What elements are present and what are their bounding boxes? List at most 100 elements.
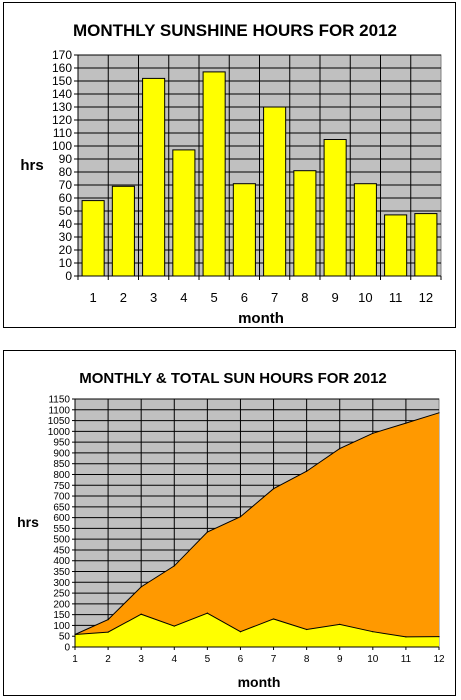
bar-month-11 [384, 214, 408, 277]
x-tick-label: 5 [211, 290, 218, 305]
y-tick-label: 0 [65, 269, 72, 283]
y-tick-label: 450 [53, 545, 70, 556]
x-tick-label: 1 [72, 654, 78, 665]
y-tick-label: 1050 [48, 416, 71, 427]
y-tick-label: 70 [59, 178, 73, 192]
bar-month-12 [414, 213, 438, 277]
bar-month-4 [172, 149, 196, 277]
y-tick-label: 500 [53, 535, 70, 546]
y-tick-label: 300 [53, 578, 70, 589]
x-tick-label: 12 [419, 290, 433, 305]
bar-month-7 [263, 106, 287, 277]
data-point-series-2 [107, 631, 109, 633]
total-sun-hours-chart-panel: MONTHLY & TOTAL SUN HOURS FOR 2012 0 50 100… [3, 350, 456, 696]
x-tick-label: 9 [337, 654, 343, 665]
x-tick-label: 8 [304, 654, 310, 665]
data-point-series-2 [405, 636, 407, 638]
data-point-series-1 [173, 565, 175, 567]
y-tick-label: 100 [52, 139, 72, 153]
y-tick-label: 150 [52, 74, 72, 88]
y-tick-label: 750 [53, 481, 70, 492]
x-tick-label: 1 [90, 290, 97, 305]
x-tick-label: 4 [171, 654, 177, 665]
y-tick-label: 1000 [48, 427, 71, 438]
data-point-series-2 [140, 613, 142, 615]
total-sun-hours-area-chart: MONTHLY & TOTAL SUN HOURS FOR 2012050100… [17, 370, 445, 690]
y-tick-label: 50 [59, 632, 71, 643]
x-tick-label: 6 [238, 654, 244, 665]
y-tick-label: 110 [53, 126, 72, 140]
y-tick-label: 250 [53, 589, 70, 600]
y-tick-label: 850 [53, 459, 70, 470]
data-point-series-2 [438, 636, 440, 638]
y-tick-label: 1150 [48, 395, 70, 406]
bar-month-6 [232, 183, 256, 277]
bar-month-5 [202, 71, 226, 277]
x-axis-label: month [238, 310, 284, 327]
y-tick-label: 100 [53, 621, 70, 632]
bar-month-10 [353, 183, 377, 277]
y-tick-label: 400 [53, 556, 70, 567]
y-tick-label: 40 [59, 217, 73, 231]
y-tick-label: 350 [53, 567, 70, 578]
x-tick-label: 12 [433, 654, 445, 665]
y-tick-label: 10 [59, 256, 73, 270]
x-tick-label: 2 [120, 290, 127, 305]
bar-month-3 [142, 77, 166, 277]
data-point-series-1 [272, 488, 275, 490]
data-point-series-1 [239, 516, 242, 518]
y-tick-label: 0 [64, 643, 70, 654]
data-point-series-1 [206, 531, 208, 533]
x-tick-label: 6 [241, 290, 248, 305]
y-axis-label: hrs [20, 157, 43, 174]
bar-month-8 [293, 170, 317, 277]
area-series-1 [75, 412, 439, 647]
data-point-series-1 [372, 432, 374, 434]
x-tick-label: 10 [358, 290, 372, 305]
area-series-2-outline [74, 612, 440, 638]
y-tick-label: 800 [53, 470, 70, 481]
x-tick-label: 4 [180, 290, 187, 305]
y-tick-label: 160 [52, 61, 72, 75]
data-point-series-2 [339, 623, 341, 625]
area-series-1-outline [74, 412, 440, 635]
x-tick-label: 3 [150, 290, 157, 305]
monthly-sunshine-chart-panel: MONTHLY SUNSHINE HOURS FOR 2012 0 10 20 30 40… [3, 2, 456, 328]
monthly-sunshine-bar-chart: MONTHLY SUNSHINE HOURS FOR 2012010203040… [20, 21, 442, 327]
y-tick-label: 170 [52, 48, 72, 62]
x-tick-label: 7 [271, 654, 277, 665]
y-tick-label: 1100 [48, 405, 70, 416]
x-tick-label: 5 [205, 654, 211, 665]
y-tick-label: 950 [53, 438, 70, 449]
y-tick-label: 60 [59, 191, 73, 205]
y-tick-label: 600 [53, 513, 70, 524]
x-tick-label: 2 [105, 654, 111, 665]
y-tick-label: 80 [59, 165, 73, 179]
data-point-series-1 [107, 619, 109, 621]
data-point-series-1 [438, 412, 440, 414]
x-axis-label: month [238, 674, 281, 690]
data-point-series-2 [372, 631, 374, 633]
y-tick-label: 700 [53, 492, 70, 503]
y-tick-label: 550 [53, 524, 70, 535]
x-tick-label: 8 [301, 290, 308, 305]
y-axis-label: hrs [17, 514, 39, 530]
chart-title: MONTHLY & TOTAL SUN HOURS FOR 2012 [79, 370, 387, 387]
y-tick-label: 900 [53, 448, 70, 459]
x-tick-label: 10 [367, 654, 379, 665]
y-tick-label: 30 [59, 230, 73, 244]
x-tick-label: 11 [389, 290, 403, 305]
data-point-series-1 [140, 586, 142, 588]
y-tick-label: 150 [53, 610, 70, 621]
area-series-2 [75, 613, 439, 647]
y-tick-label: 120 [52, 113, 72, 127]
data-point-series-1 [306, 470, 308, 472]
chart-title: MONTHLY SUNSHINE HOURS FOR 2012 [73, 21, 397, 40]
y-tick-label: 140 [52, 87, 72, 101]
data-point-series-2 [239, 631, 242, 633]
y-tick-label: 130 [52, 100, 72, 114]
y-tick-label: 50 [59, 204, 73, 218]
bar-month-1 [81, 200, 105, 277]
data-point-series-2 [173, 625, 175, 627]
data-point-series-1 [405, 422, 407, 424]
